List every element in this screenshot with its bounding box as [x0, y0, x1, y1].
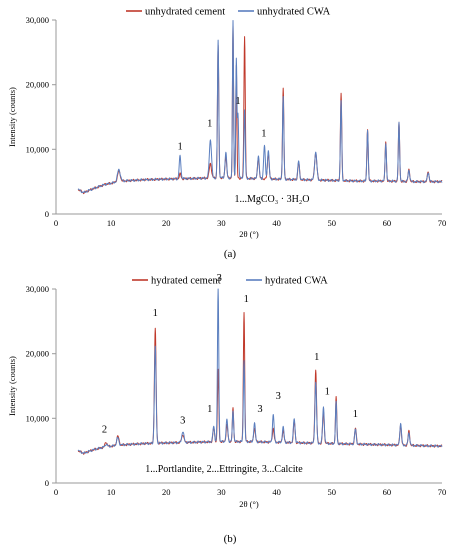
- panel-a-x-ticks: 0 10 20 30 40 50 60 70: [54, 218, 446, 228]
- panel-a-y-tick-label: 30,000: [26, 15, 49, 25]
- panel-b-x-tick-label: 0: [54, 487, 58, 497]
- panel-b-x-axis-label: 2θ (°): [239, 499, 259, 509]
- panel-b-y-tick-label: 30,000: [26, 284, 49, 294]
- peak-label: 3: [180, 416, 185, 427]
- series-line-unhydrated-cwa: [77, 19, 443, 194]
- panel-b-y-tick-label: 10,000: [26, 413, 49, 423]
- panel-a-x-tick-label: 40: [272, 218, 281, 228]
- panel-b-annotation: 1...Portlandite, 2...Ettringite, 3...Cal…: [145, 464, 303, 475]
- panel-b-y-axis-label: Intensity (counts): [7, 356, 17, 416]
- peak-label: 1: [353, 409, 358, 420]
- panel-b-y-tick-label: 0: [45, 478, 49, 488]
- panel-a-x-tick-label: 10: [107, 218, 116, 228]
- panel-b-x-tick-label: 30: [217, 487, 226, 497]
- series-line-hydrated-cwa: [77, 288, 443, 454]
- peak-label: 1: [261, 128, 266, 139]
- panel-a-x-tick-label: 70: [438, 218, 447, 228]
- panel-a-y-axis-label: Intensity (counts): [7, 87, 17, 147]
- peak-label: 1: [153, 308, 158, 319]
- peak-label: 1: [177, 141, 182, 152]
- panel-b-legend: hydrated cement hydrated CWA: [132, 276, 328, 287]
- panel-b-x-tick-label: 20: [162, 487, 171, 497]
- panel-b: 0 10,000 20,000 30,000 0 10 20 30 40 50 …: [7, 273, 446, 545]
- peak-label: 1: [207, 119, 212, 130]
- panel-b-x-tick-label: 70: [438, 487, 447, 497]
- peak-label: 1: [235, 96, 240, 107]
- panel-b-peak-labels: 2 1 3 1 3 1 3 3 1 1 1: [102, 273, 358, 435]
- legend-label-hydrated-cwa: hydrated CWA: [265, 276, 328, 287]
- peak-label: 3: [217, 273, 222, 284]
- panel-a: 0 10,000 20,000 30,000 0 10 20 30 40 50 …: [7, 7, 446, 261]
- panel-b-x-tick-label: 40: [272, 487, 281, 497]
- peak-label: 3: [276, 391, 281, 402]
- panel-a-x-axis-label: 2θ (°): [239, 229, 259, 239]
- panel-a-x-tick-label: 20: [162, 218, 171, 228]
- peak-label: 1: [207, 404, 212, 415]
- legend-label-hydrated-cement: hydrated cement: [151, 276, 221, 287]
- panel-b-x-tick-label: 10: [107, 487, 116, 497]
- panel-a-x-tick-label: 30: [217, 218, 226, 228]
- panel-a-y-tick-label: 20,000: [26, 80, 49, 90]
- peak-label: 2: [102, 425, 107, 436]
- panel-a-annotation: 1...MgCO₃ · 3H₂O: [234, 194, 309, 205]
- series-line-hydrated-cement: [77, 312, 443, 455]
- panel-b-label: (b): [224, 533, 237, 545]
- legend-label-unhydrated-cwa: unhydrated CWA: [257, 7, 331, 18]
- panel-b-x-tick-label: 50: [327, 487, 336, 497]
- panel-b-x-ticks: 0 10 20 30 40 50 60 70: [54, 487, 446, 497]
- panel-a-peak-labels: 1 1 1 1: [177, 96, 266, 152]
- panel-a-legend: unhydrated cement unhydrated CWA: [126, 7, 331, 18]
- peak-label: 3: [257, 404, 262, 415]
- legend-label-unhydrated-cement: unhydrated cement: [145, 7, 225, 18]
- panel-b-y-tick-label: 20,000: [26, 349, 49, 359]
- panel-b-y-ticks: 0 10,000 20,000 30,000: [26, 284, 56, 488]
- panel-a-y-ticks: 0 10,000 20,000 30,000: [26, 15, 56, 219]
- panel-a-x-tick-label: 50: [327, 218, 336, 228]
- peak-label: 1: [244, 294, 249, 305]
- panel-a-y-tick-label: 0: [45, 209, 49, 219]
- peak-label: 1: [314, 352, 319, 363]
- panel-a-x-tick-label: 0: [54, 218, 58, 228]
- panel-a-label: (a): [224, 248, 237, 260]
- series-line-unhydrated-cement: [77, 24, 443, 195]
- peak-label: 1: [325, 386, 330, 397]
- panel-b-x-tick-label: 60: [383, 487, 392, 497]
- panel-a-y-tick-label: 10,000: [26, 144, 49, 154]
- panel-a-x-tick-label: 60: [383, 218, 392, 228]
